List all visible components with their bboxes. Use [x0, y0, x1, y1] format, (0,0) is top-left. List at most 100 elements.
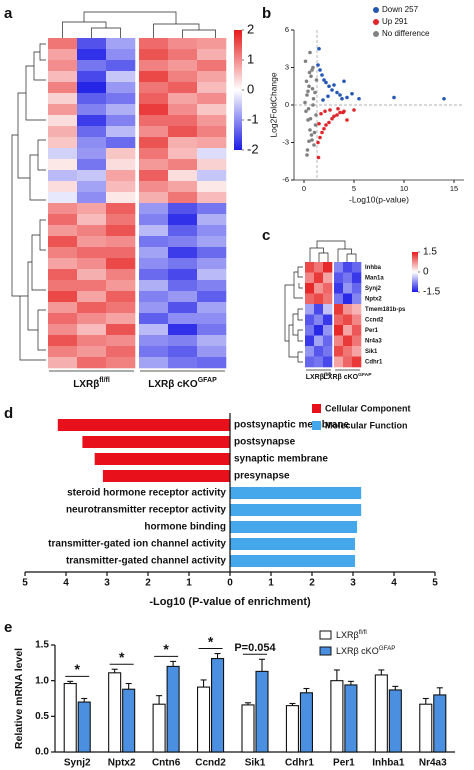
point — [327, 120, 331, 125]
heat-cell — [77, 115, 107, 127]
y-tick-label: -6 — [282, 175, 289, 184]
bar — [299, 692, 313, 753]
legend-label: Up 291 — [382, 17, 408, 26]
heat-cell — [197, 302, 227, 314]
heat-cell — [343, 346, 353, 357]
heat-cell — [334, 325, 344, 336]
dendrogram — [62, 11, 216, 38]
heat-cell — [139, 346, 169, 358]
point — [324, 80, 328, 85]
heat-cell — [139, 258, 169, 270]
y-tick-label: 1.5 — [35, 640, 49, 651]
point — [308, 128, 312, 132]
heat-cell — [343, 293, 353, 305]
point — [313, 90, 317, 95]
point — [307, 139, 311, 144]
x-tick-label: 3 — [350, 578, 356, 589]
panel-letter: b — [262, 5, 271, 22]
heat-cell — [197, 247, 227, 259]
heat-cell — [305, 356, 315, 368]
bar-label: steroid hormone receptor activity — [67, 488, 226, 499]
heat-cell — [48, 192, 78, 204]
heat-cell — [77, 346, 107, 358]
heat-cell — [139, 302, 169, 314]
heat-cell — [197, 170, 227, 182]
heat-cell — [106, 60, 136, 72]
heat-cell — [343, 314, 353, 326]
heat-cell — [77, 203, 107, 215]
heat-cell — [48, 159, 78, 171]
heat-cell — [77, 148, 107, 160]
label-sup: GFAP — [379, 645, 396, 652]
heat-cell — [77, 247, 107, 259]
point — [314, 113, 318, 117]
label-sup: GFAP — [198, 377, 217, 384]
legend-label: Molecular Function — [325, 420, 408, 430]
heat-cell — [77, 38, 107, 50]
point — [319, 111, 323, 116]
heat-cell — [168, 38, 198, 50]
dendrogram — [309, 240, 357, 262]
heat-cell — [197, 82, 227, 94]
heat-cell — [168, 104, 198, 116]
x-tick-label: 15 — [450, 184, 458, 193]
annotation: * — [119, 649, 125, 665]
heat-cell — [139, 280, 169, 292]
heat-cell — [106, 346, 136, 358]
heat-cell — [323, 346, 333, 357]
heat-cell — [168, 159, 198, 171]
heat-cell — [352, 272, 362, 284]
row-label: Tmem181b-ps — [365, 307, 406, 313]
heat-cell — [305, 314, 315, 326]
heat-cell — [197, 291, 227, 303]
bar-label: presynapse — [234, 471, 290, 482]
heat-cell — [48, 302, 78, 314]
heat-cell — [197, 346, 227, 358]
row-label: Inhba — [365, 265, 382, 271]
heat-cell — [168, 236, 198, 248]
x-tick-label: 4 — [63, 578, 69, 589]
bar — [419, 703, 433, 753]
label-sup: GFAP — [358, 372, 372, 378]
point — [318, 68, 322, 72]
heat-cell — [343, 335, 353, 347]
bar — [102, 470, 230, 482]
point — [303, 100, 307, 105]
bar — [230, 555, 356, 567]
heat-cell — [314, 335, 324, 347]
heat-cell — [77, 126, 107, 138]
y-tick-label: 1.0 — [35, 675, 49, 686]
x-tick-label: 4 — [391, 578, 397, 589]
x-tick-label: 5 — [432, 578, 438, 589]
heat-cell — [77, 159, 107, 171]
bar — [166, 665, 180, 753]
heat-cell — [334, 262, 344, 273]
label-sup: fl/fl — [99, 377, 110, 384]
heat-cell — [48, 225, 78, 237]
heat-cell — [168, 82, 198, 94]
heat-cell — [139, 192, 169, 204]
row-label: Sik1 — [365, 349, 378, 355]
bar — [374, 674, 388, 753]
y-tick-label: -3 — [282, 137, 289, 146]
heat-cell — [197, 49, 227, 61]
heat-cell — [139, 126, 169, 138]
heat-cell — [323, 262, 333, 273]
heat-cell — [106, 137, 136, 149]
heat-cell — [305, 272, 315, 284]
heat-cell — [168, 214, 198, 226]
heat-cell — [314, 346, 324, 357]
heat-cell — [139, 38, 169, 50]
heat-cell — [106, 291, 136, 303]
heat-cell — [197, 313, 227, 325]
heat-cell — [139, 71, 169, 83]
heat-cell — [77, 280, 107, 292]
x-tick-label: Per1 — [333, 758, 355, 769]
heat-cell — [197, 126, 227, 138]
point — [322, 126, 326, 131]
point — [442, 96, 446, 101]
panel-letter: a — [4, 5, 13, 22]
heat-cell — [48, 60, 78, 72]
point — [332, 83, 336, 87]
heat-cell — [106, 357, 136, 369]
